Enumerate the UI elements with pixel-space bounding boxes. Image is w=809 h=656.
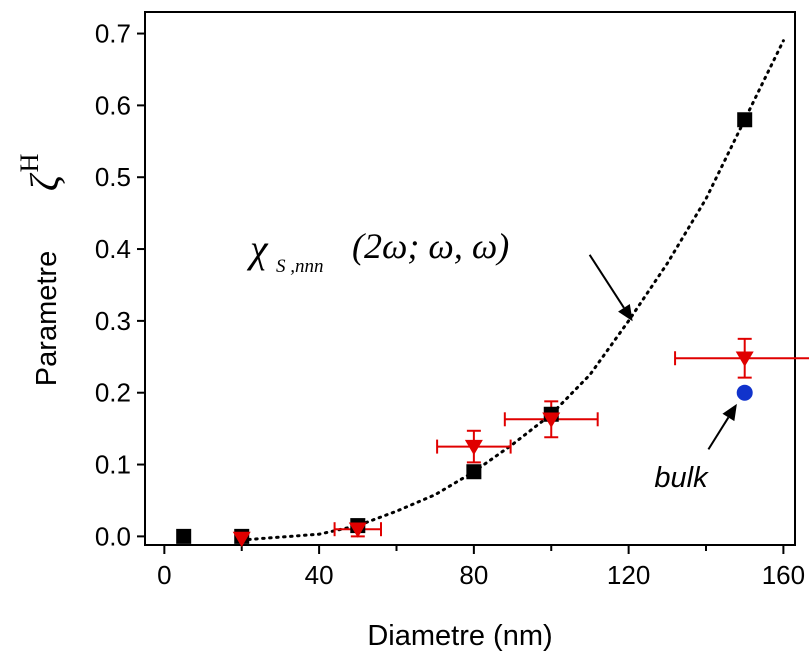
triangle-point xyxy=(348,522,367,538)
triangle-point xyxy=(735,351,754,367)
chi-symbol: χ xyxy=(246,226,269,271)
chi-arrow xyxy=(588,254,625,309)
bulk-arrow-head xyxy=(722,403,737,422)
chi-arrow-head xyxy=(618,304,633,322)
y-tick-label: 0.6 xyxy=(95,90,131,120)
x-tick-label: 40 xyxy=(305,560,334,590)
y-axis-ticks: 0.0 0.1 0.2 0.3 0.4 0.5 0.6 0.7 xyxy=(95,19,145,551)
triangle-point xyxy=(464,439,483,456)
x-tick-label: 80 xyxy=(459,560,488,590)
chi-subscript: S ,nnn xyxy=(276,256,324,277)
chi-arguments: (2ω; ω, ω) xyxy=(352,226,509,266)
y-tick-label: 0.1 xyxy=(95,450,131,480)
bulk-label: bulk xyxy=(654,462,709,494)
circle-point xyxy=(736,384,753,401)
square-point xyxy=(737,112,753,128)
y-axis-title-symbol: ζ xyxy=(22,172,67,191)
x-tick-label: 120 xyxy=(607,560,650,590)
x-tick-label: 0 xyxy=(157,560,171,590)
y-tick-label: 0.3 xyxy=(95,306,131,336)
bulk-arrow xyxy=(707,416,730,450)
y-tick-label: 0.0 xyxy=(95,521,131,551)
x-axis-title: Diametre (nm) xyxy=(367,620,552,652)
x-axis-ticks: 0 40 80 120 160 xyxy=(157,545,805,590)
bulk-annotation: bulk xyxy=(654,403,737,494)
y-tick-label: 0.2 xyxy=(95,378,131,408)
y-axis-title-superscript: H xyxy=(15,153,44,172)
triangle-point xyxy=(232,531,251,548)
triangle-point xyxy=(542,412,561,428)
x-tick-label: 160 xyxy=(762,560,805,590)
y-tick-label: 0.5 xyxy=(95,162,131,192)
y-axis-title-text: Parametre xyxy=(31,251,63,386)
chi-annotation: χ S ,nnn (2ω; ω, ω) xyxy=(246,226,633,322)
y-tick-label: 0.4 xyxy=(95,234,131,264)
square-point xyxy=(176,528,192,544)
y-tick-label: 0.7 xyxy=(95,19,131,49)
data-markers xyxy=(176,112,754,548)
plot-frame xyxy=(144,11,796,546)
y-axis-title: Parametre ζ H xyxy=(15,153,67,386)
square-point xyxy=(466,464,482,480)
